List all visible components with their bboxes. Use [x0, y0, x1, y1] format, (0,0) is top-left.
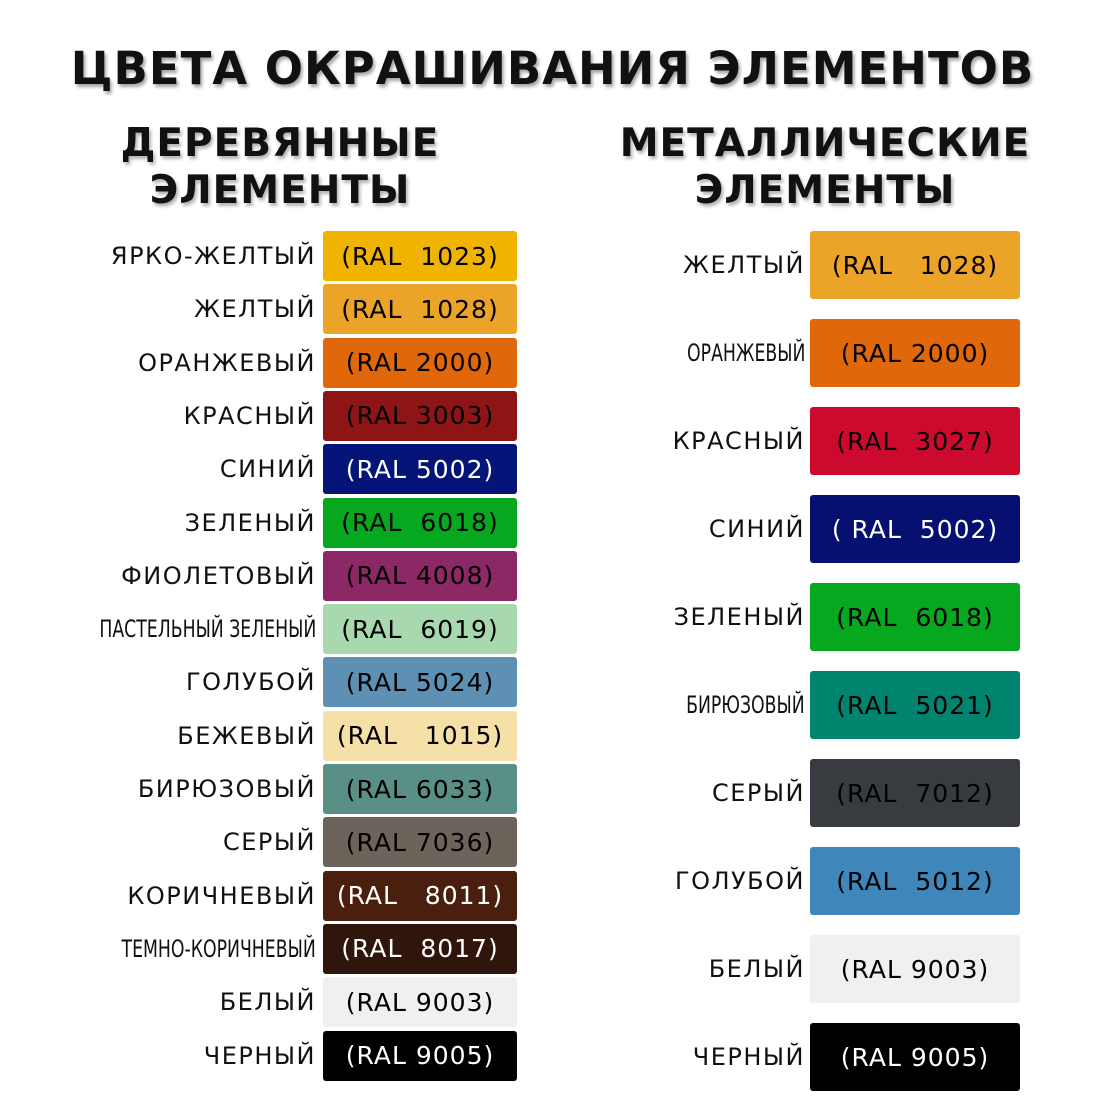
ral-code: (RAL 9005) — [840, 1042, 990, 1072]
color-name-label: ЧЕРНЫЙ — [692, 1043, 805, 1071]
color-swatch: (RAL 8011) — [323, 870, 517, 921]
color-name-label: ЧЕРНЫЙ — [203, 1041, 316, 1070]
color-name-label: СЕРЫЙ — [222, 828, 316, 857]
color-swatch: (RAL 5021) — [810, 671, 1020, 739]
color-swatch: (RAL 1028) — [323, 284, 517, 335]
ral-code: (RAL 2000) — [345, 348, 495, 378]
color-name-label: ТЕМНО-КОРИЧНЕВЫЙ — [121, 934, 316, 963]
color-name-label: ОРАНЖЕВЫЙ — [686, 339, 805, 367]
color-name-label: ФИОЛЕТОВЫЙ — [121, 561, 316, 590]
color-name-label: ЗЕЛЕНЫЙ — [184, 508, 316, 537]
color-swatch: (RAL 8017) — [323, 923, 517, 974]
color-name-label: КОРИЧНЕВЫЙ — [127, 881, 316, 910]
color-swatch: (RAL 9003) — [323, 977, 517, 1028]
color-name-label: БИРЮЗОВЫЙ — [137, 775, 316, 803]
color-swatch: (RAL 6019) — [323, 604, 517, 655]
color-swatch: (RAL 4008) — [323, 550, 517, 601]
color-name-label: КРАСНЫЙ — [672, 427, 805, 455]
color-name-label: БЕЛЫЙ — [708, 955, 805, 983]
ral-code: (RAL 6033) — [345, 774, 495, 804]
ral-code: (RAL 3027) — [836, 426, 994, 456]
color-name-label: БЕЖЕВЫЙ — [177, 721, 316, 750]
color-swatch: (RAL 2000) — [810, 319, 1020, 387]
wood-heading: ДЕРЕВЯННЫЕ ЭЛЕМЕНТЫ — [60, 120, 500, 214]
wood-heading-line: ЭЛЕМЕНТЫ — [149, 168, 411, 213]
metal-heading-line: МЕТАЛЛИЧЕСКИЕ — [619, 121, 1031, 166]
ral-code: (RAL 7012) — [836, 778, 994, 808]
ral-code: (RAL 5021) — [836, 690, 994, 720]
page-title: ЦВЕТА ОКРАШИВАНИЯ ЭЛЕМЕНТОВ — [70, 42, 1035, 95]
color-name-label: ГОЛУБОЙ — [185, 668, 316, 697]
color-name-label: ОРАНЖЕВЫЙ — [138, 348, 316, 377]
ral-code: (RAL 1028) — [831, 250, 999, 280]
wood-heading-line: ДЕРЕВЯННЫЕ — [120, 121, 440, 166]
color-swatch: (RAL 7036) — [323, 817, 517, 868]
metal-heading-line: ЭЛЕМЕНТЫ — [694, 168, 956, 213]
color-name-label: БЕЛЫЙ — [219, 988, 316, 1017]
color-swatch: (RAL 9003) — [810, 935, 1020, 1003]
color-swatch: (RAL 5012) — [810, 847, 1020, 915]
color-name-label: СЕРЫЙ — [711, 779, 805, 807]
ral-code: (RAL 9003) — [840, 954, 990, 984]
color-swatch: (RAL 3003) — [323, 390, 517, 441]
ral-code: (RAL 5012) — [836, 866, 994, 896]
ral-code: (RAL 1023) — [341, 241, 499, 271]
color-swatch: (RAL 9005) — [810, 1023, 1020, 1091]
ral-code: (RAL 6018) — [341, 508, 499, 537]
color-name-label: ЖЕЛТЫЙ — [683, 251, 805, 279]
ral-code: (RAL 6018) — [836, 602, 994, 632]
color-name-label: ГОЛУБОЙ — [674, 867, 805, 895]
color-swatch: (RAL 6018) — [810, 583, 1020, 651]
color-name-label: ПАСТЕЛЬНЫЙ ЗЕЛЕНЫЙ — [99, 615, 316, 644]
metal-heading: МЕТАЛЛИЧЕСКИЕ ЭЛЕМЕНТЫ — [590, 120, 1060, 214]
ral-code: ( RAL 5002) — [831, 514, 999, 544]
ral-code: (RAL 5002) — [345, 454, 495, 484]
ral-code: (RAL 7036) — [345, 827, 495, 857]
color-name-label: СИНИЙ — [219, 455, 316, 484]
ral-code: (RAL 4008) — [345, 561, 495, 591]
ral-code: (RAL 5024) — [345, 667, 495, 697]
ral-code: (RAL 1028) — [341, 294, 499, 324]
color-swatch: (RAL 7012) — [810, 759, 1020, 827]
color-swatch: (RAL 1028) — [810, 231, 1020, 299]
color-swatch: (RAL 5002) — [323, 444, 517, 495]
color-swatch: (RAL 1015) — [323, 710, 517, 761]
color-swatch: (RAL 3027) — [810, 407, 1020, 475]
color-swatch: ( RAL 5002) — [810, 495, 1020, 563]
color-name-label: ЖЕЛТЫЙ — [194, 295, 316, 324]
ral-code: (RAL 3003) — [345, 401, 495, 431]
color-swatch: (RAL 9005) — [323, 1030, 517, 1081]
color-swatch: (RAL 1023) — [323, 231, 517, 281]
ral-code: (RAL 2000) — [840, 338, 990, 368]
ral-code: (RAL 8011) — [336, 881, 504, 911]
color-swatch: (RAL 6018) — [323, 497, 517, 548]
color-name-label: СИНИЙ — [708, 515, 805, 543]
color-swatch: (RAL 5024) — [323, 657, 517, 708]
color-name-label: ЯРКО-ЖЕЛТЫЙ — [110, 242, 316, 270]
color-name-label: КРАСНЫЙ — [183, 401, 316, 430]
color-name-label: ЗЕЛЕНЫЙ — [673, 603, 805, 631]
color-swatch: (RAL 2000) — [323, 337, 517, 388]
ral-code: (RAL 6019) — [341, 614, 499, 644]
ral-code: (RAL 9003) — [345, 987, 495, 1017]
ral-code: (RAL 9005) — [345, 1041, 495, 1070]
ral-code: (RAL 1015) — [336, 721, 504, 751]
color-swatch: (RAL 6033) — [323, 764, 517, 814]
color-name-label: БИРЮЗОВЫЙ — [686, 691, 805, 719]
ral-code: (RAL 8017) — [341, 934, 499, 964]
